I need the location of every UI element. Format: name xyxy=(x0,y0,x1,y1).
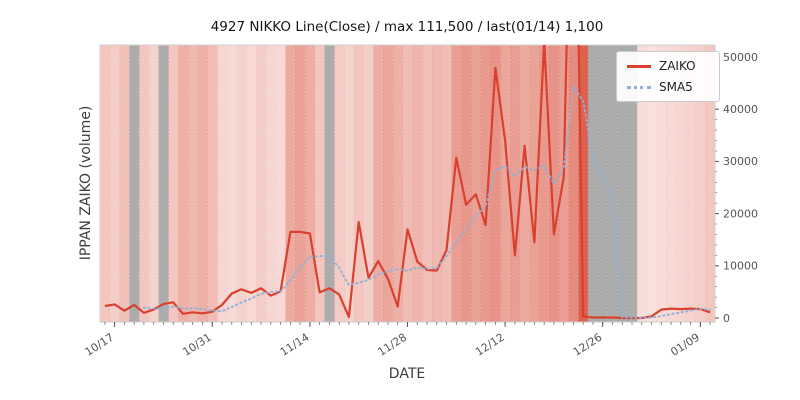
legend-item-sma5: SMA5 xyxy=(627,80,709,94)
legend-label-zaiko: ZAIKO xyxy=(659,59,696,73)
day-band xyxy=(148,45,159,322)
day-band xyxy=(100,45,111,322)
day-band xyxy=(305,45,316,322)
day-band xyxy=(529,45,540,322)
day-band xyxy=(207,45,218,322)
day-band xyxy=(344,45,355,322)
day-band xyxy=(422,45,433,322)
day-band xyxy=(441,45,452,322)
day-band xyxy=(363,45,374,322)
y-tick-label: 40000 xyxy=(723,103,758,116)
background-bands xyxy=(100,45,716,322)
x-tick-label: 12/26 xyxy=(571,331,605,359)
day-band xyxy=(470,45,482,322)
day-band xyxy=(236,45,247,322)
day-band xyxy=(392,45,403,322)
day-band xyxy=(500,45,511,322)
gray-band xyxy=(158,45,169,322)
y-tick-label: 50000 xyxy=(723,51,758,64)
day-band xyxy=(109,45,120,322)
day-band xyxy=(226,45,238,322)
legend-label-sma5: SMA5 xyxy=(659,80,693,94)
x-tick-label: 11/28 xyxy=(375,331,409,359)
sma5-line-swatch-icon xyxy=(627,85,651,89)
day-band xyxy=(646,45,657,322)
chart-title: 4927 NIKKO Line(Close) / max 111,500 / l… xyxy=(210,19,604,35)
day-band xyxy=(685,45,696,322)
zaiko-line xyxy=(104,45,711,320)
x-axis-label: DATE xyxy=(388,366,426,382)
gray-band xyxy=(129,45,140,322)
grid-lines xyxy=(99,45,716,322)
day-band xyxy=(675,45,687,322)
zaiko-line-swatch-icon xyxy=(627,64,651,68)
y-tick-label: 0 xyxy=(723,312,730,325)
day-band xyxy=(666,45,677,322)
gray-band xyxy=(588,45,599,322)
gray-band xyxy=(324,45,335,322)
day-band xyxy=(256,45,267,322)
x-tick-label: 12/12 xyxy=(473,331,507,359)
day-band xyxy=(431,45,443,322)
day-band xyxy=(519,45,530,322)
day-band xyxy=(334,45,345,322)
gray-band xyxy=(617,45,628,322)
day-band xyxy=(402,45,413,322)
day-band xyxy=(314,45,325,322)
day-band xyxy=(490,45,501,322)
day-band xyxy=(695,45,706,322)
day-band xyxy=(480,45,491,322)
day-band xyxy=(636,45,648,322)
day-band xyxy=(285,45,296,322)
x-tick-label: 10/31 xyxy=(180,331,214,359)
day-band xyxy=(656,45,667,322)
day-band xyxy=(178,45,189,322)
day-band xyxy=(139,45,150,322)
legend-item-zaiko: ZAIKO xyxy=(627,59,709,73)
legend: ZAIKO SMA5 xyxy=(616,51,720,102)
x-tick-label: 01/09 xyxy=(668,331,702,359)
day-band xyxy=(705,45,716,322)
day-band xyxy=(265,45,277,322)
y-tick-label: 20000 xyxy=(723,207,758,220)
day-band xyxy=(217,45,228,322)
x-tick-label: 11/14 xyxy=(278,331,312,359)
day-band xyxy=(558,45,569,322)
day-band xyxy=(119,45,130,322)
day-band xyxy=(168,45,179,322)
day-band xyxy=(451,45,462,322)
day-band xyxy=(510,45,521,322)
y-tick-label: 10000 xyxy=(723,260,758,273)
day-band xyxy=(246,45,257,322)
day-band xyxy=(539,45,550,322)
day-band xyxy=(187,45,198,322)
day-band xyxy=(197,45,208,322)
gray-band xyxy=(627,45,638,322)
day-band xyxy=(353,45,364,322)
day-band xyxy=(461,45,472,322)
gray-band xyxy=(607,45,618,322)
gray-band xyxy=(597,45,608,322)
series-group xyxy=(104,45,712,320)
x-tick-label: 10/17 xyxy=(83,331,117,359)
day-band xyxy=(383,45,394,322)
y-axis-label: IPPAN ZAIKO (volume) xyxy=(78,105,94,261)
day-band xyxy=(275,45,286,322)
day-band xyxy=(568,45,579,322)
day-band xyxy=(412,45,423,322)
day-band xyxy=(373,45,384,322)
day-band xyxy=(578,45,589,322)
day-band xyxy=(295,45,306,322)
y-tick-label: 30000 xyxy=(723,155,758,168)
